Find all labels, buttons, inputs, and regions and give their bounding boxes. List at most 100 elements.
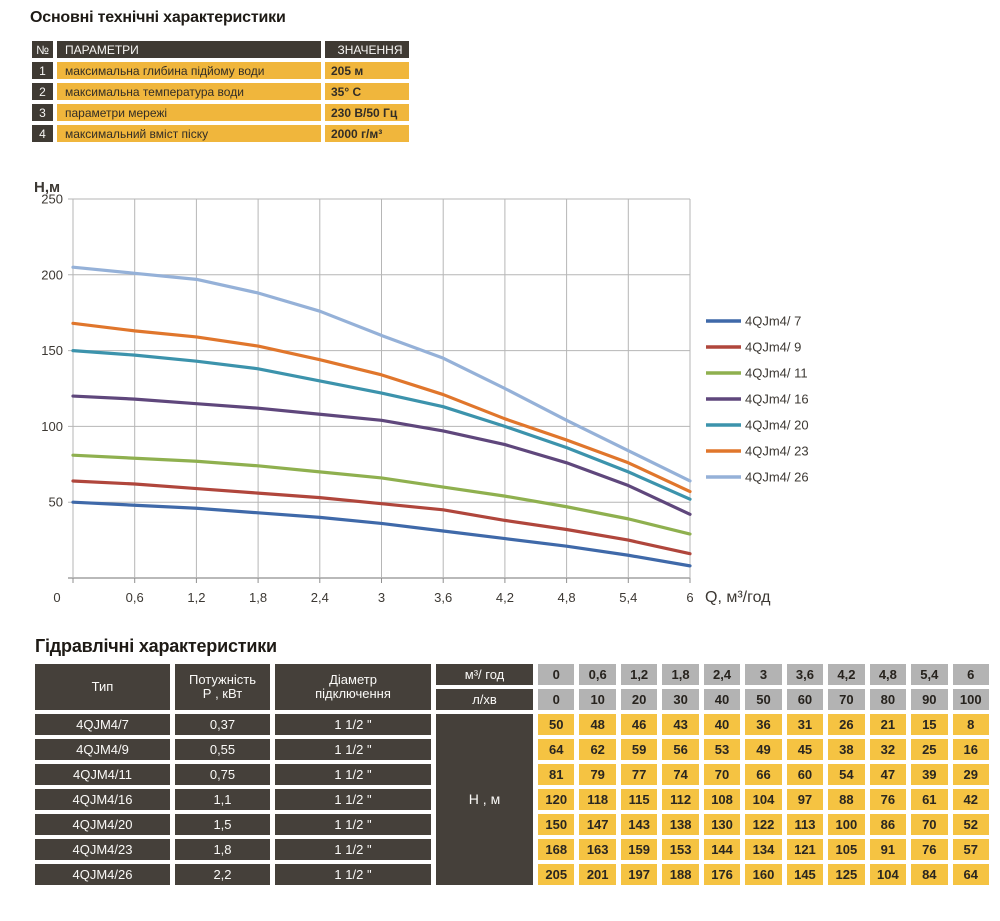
column-header-type: Тип <box>35 664 170 710</box>
pump-power-cell: 1,5 <box>175 814 270 835</box>
series-line-4QJm4-20 <box>71 349 692 501</box>
row-number: 4 <box>32 125 53 142</box>
head-value-cell: 143 <box>620 814 658 835</box>
head-value-cell: 205 <box>538 864 575 885</box>
head-value-cell: 104 <box>869 864 907 885</box>
pump-diameter-cell: 1 1/2 " <box>275 864 431 885</box>
head-value-cell: 38 <box>828 739 865 760</box>
head-value-cell: 8 <box>952 714 989 735</box>
series-line-4QJm4-23 <box>71 321 692 494</box>
head-value-cell: 26 <box>828 714 865 735</box>
flow-lmin-value: 40 <box>703 689 741 710</box>
head-value-cell: 39 <box>911 764 948 785</box>
head-value-cell: 47 <box>869 764 907 785</box>
head-value-cell: 150 <box>538 814 575 835</box>
parameter-name: максимальний вміст піску <box>57 125 321 142</box>
flow-lmin-value: 60 <box>786 689 824 710</box>
head-value-cell: 48 <box>579 714 616 735</box>
head-value-cell: 163 <box>579 839 616 860</box>
series-line-4QJm4-26 <box>71 265 692 483</box>
column-header-num: № <box>32 41 53 58</box>
parameter-value: 35° С <box>325 83 409 100</box>
legend-label: 4QJm4/ 9 <box>745 340 801 355</box>
head-value-cell: 176 <box>703 864 741 885</box>
head-value-cell: 66 <box>745 764 782 785</box>
head-value-cell: 81 <box>538 764 575 785</box>
head-value-cell: 121 <box>786 839 824 860</box>
legend-label: 4QJm4/ 26 <box>745 470 809 485</box>
head-value-cell: 88 <box>828 789 865 810</box>
flow-m3-value: 1,2 <box>620 664 658 685</box>
head-value-cell: 76 <box>911 839 948 860</box>
pump-type-cell: 4QJM4/26 <box>35 864 170 885</box>
head-value-cell: 42 <box>952 789 989 810</box>
head-value-cell: 120 <box>538 789 575 810</box>
y-tick-label: 200 <box>41 267 63 282</box>
head-value-cell: 125 <box>828 864 865 885</box>
x-tick-label: 6 <box>686 590 693 605</box>
y-tick-label: 250 <box>41 192 63 207</box>
head-value-cell: 147 <box>579 814 616 835</box>
hydraulic-specs-table: Тип Потужність Р , кВт Діаметр підключен… <box>35 664 989 885</box>
legend-label: 4QJm4/ 11 <box>745 366 808 381</box>
head-value-cell: 104 <box>745 789 782 810</box>
flow-lmin-value: 50 <box>745 689 782 710</box>
column-header-power: Потужність Р , кВт <box>175 664 270 710</box>
head-value-cell: 76 <box>869 789 907 810</box>
head-value-cell: 64 <box>538 739 575 760</box>
head-value-cell: 56 <box>662 739 699 760</box>
flow-lmin-value: 100 <box>952 689 989 710</box>
row-header-m3-per-hour: м³/ год <box>436 664 533 685</box>
parameter-value: 230 В/50 Гц <box>325 104 409 121</box>
head-value-cell: 115 <box>620 789 658 810</box>
head-value-cell: 113 <box>786 814 824 835</box>
pump-type-cell: 4QJM4/20 <box>35 814 170 835</box>
head-value-cell: 159 <box>620 839 658 860</box>
head-value-cell: 70 <box>703 764 741 785</box>
pump-diameter-cell: 1 1/2 " <box>275 739 431 760</box>
head-value-cell: 160 <box>745 864 782 885</box>
flow-m3-value: 0 <box>538 664 575 685</box>
x-axis-title: Q, м³/год <box>705 589 771 606</box>
x-tick-label: 5,4 <box>619 590 637 605</box>
x-tick-label: 0 <box>53 590 60 605</box>
head-value-cell: 134 <box>745 839 782 860</box>
head-value-cell: 77 <box>620 764 658 785</box>
series-line-4QJm4-11 <box>71 453 692 536</box>
flow-lmin-value: 90 <box>911 689 948 710</box>
row-header-liters-per-min: л/хв <box>436 689 533 710</box>
head-value-cell: 31 <box>786 714 824 735</box>
head-value-cell: 36 <box>745 714 782 735</box>
y-tick-label: 50 <box>49 495 63 510</box>
pump-power-cell: 0,55 <box>175 739 270 760</box>
technical-specs-title: Основні технічні характеристики <box>30 9 286 26</box>
pump-diameter-cell: 1 1/2 " <box>275 839 431 860</box>
pump-power-cell: 0,75 <box>175 764 270 785</box>
pump-diameter-cell: 1 1/2 " <box>275 789 431 810</box>
head-value-cell: 50 <box>538 714 575 735</box>
head-value-cell: 86 <box>869 814 907 835</box>
flow-m3-value: 0,6 <box>579 664 616 685</box>
parameter-value: 2000 г/м³ <box>325 125 409 142</box>
flow-lmin-value: 80 <box>869 689 907 710</box>
head-value-cell: 21 <box>869 714 907 735</box>
row-number: 1 <box>32 62 53 79</box>
x-tick-label: 1,8 <box>249 590 267 605</box>
head-value-cell: 62 <box>579 739 616 760</box>
head-value-cell: 74 <box>662 764 699 785</box>
series-line-4QJm4-9 <box>71 479 692 556</box>
pump-diameter-cell: 1 1/2 " <box>275 714 431 735</box>
pump-type-cell: 4QJM4/9 <box>35 739 170 760</box>
x-tick-label: 2,4 <box>311 590 329 605</box>
pump-power-cell: 1,8 <box>175 839 270 860</box>
head-value-cell: 145 <box>786 864 824 885</box>
pump-type-cell: 4QJM4/11 <box>35 764 170 785</box>
pump-diameter-cell: 1 1/2 " <box>275 764 431 785</box>
parameter-name: максимальна температура води <box>57 83 321 100</box>
pump-diameter-cell: 1 1/2 " <box>275 814 431 835</box>
x-tick-label: 4,8 <box>558 590 576 605</box>
head-value-cell: 105 <box>828 839 865 860</box>
head-value-cell: 49 <box>745 739 782 760</box>
legend-label: 4QJm4/ 7 <box>745 314 801 329</box>
head-value-cell: 153 <box>662 839 699 860</box>
